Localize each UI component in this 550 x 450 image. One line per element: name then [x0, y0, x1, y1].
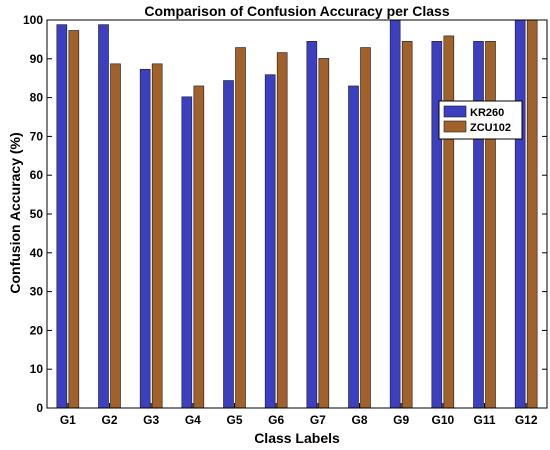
bar-zcu102-g5 — [235, 47, 246, 409]
chart-title: Comparison of Confusion Accuracy per Cla… — [144, 3, 449, 19]
bar-kr260-g11 — [473, 41, 484, 409]
x-tick-label: G5 — [226, 413, 242, 427]
y-tick-label: 0 — [36, 401, 43, 415]
x-tick-label: G9 — [393, 413, 409, 427]
y-tick-label: 60 — [30, 168, 44, 182]
bar-kr260-g10 — [431, 41, 443, 409]
bar-zcu102-g1 — [68, 30, 80, 409]
y-tick-label: 90 — [30, 52, 44, 66]
x-tick-label: G8 — [351, 413, 367, 427]
bar-kr260-g12 — [514, 19, 526, 409]
y-ticks-group: 0 10 20 30 40 50 60 70 80 90 100 — [23, 13, 547, 415]
bar-zcu102-g9 — [401, 41, 413, 409]
x-tick-label: G4 — [185, 413, 201, 427]
legend-label-zcu102: ZCU102 — [470, 122, 511, 134]
x-tick-label: G6 — [268, 413, 284, 427]
y-tick-label: 70 — [30, 129, 44, 143]
x-tick-label: G7 — [310, 413, 326, 427]
bar-kr260-g7 — [306, 41, 318, 409]
bar-kr260-g9 — [389, 19, 401, 409]
bar-kr260-g3 — [139, 68, 151, 409]
bar-zcu102-g4 — [193, 85, 205, 409]
legend: KR260 ZCU102 — [438, 100, 523, 140]
y-tick-label: 80 — [30, 91, 44, 105]
y-tick-label: 50 — [30, 207, 44, 221]
x-tick-label: G1 — [60, 413, 76, 427]
bar-kr260-g8 — [348, 85, 359, 409]
bar-zcu102-g6 — [276, 52, 288, 409]
y-axis-label: Confusion Accuracy (%) — [7, 132, 23, 293]
x-axis-label: Class Labels — [254, 430, 340, 446]
x-tick-label: G12 — [515, 413, 538, 427]
bar-kr260-g6 — [264, 74, 276, 409]
x-ticks-group: G1 G2 G3 G4 G5 G6 G7 G8 G9 G10 G11 G12 — [60, 403, 538, 427]
bar-zcu102-g8 — [360, 47, 371, 409]
bar-kr260-g4 — [181, 96, 193, 409]
bar-kr260-g2 — [98, 24, 109, 409]
plot-frame — [46, 19, 548, 409]
y-tick-label: 10 — [30, 362, 44, 376]
bar-zcu102-g12 — [526, 19, 538, 409]
legend-swatch-zcu102 — [443, 120, 467, 133]
y-tick-label: 20 — [30, 323, 44, 337]
bar-zcu102-g10 — [443, 35, 455, 409]
y-tick-label: 40 — [30, 246, 44, 260]
bar-zcu102-g3 — [151, 63, 163, 409]
bar-kr260-g5 — [223, 80, 234, 409]
bar-zcu102-g7 — [318, 58, 330, 409]
x-tick-label: G10 — [431, 413, 454, 427]
x-tick-label: G11 — [473, 413, 495, 427]
x-tick-label: G3 — [143, 413, 159, 427]
x-tick-label: G2 — [101, 413, 117, 427]
y-tick-label: 30 — [30, 285, 44, 299]
bar-zcu102-g2 — [110, 63, 121, 409]
bar-kr260-g1 — [56, 24, 68, 409]
bars-group — [56, 19, 538, 409]
legend-swatch-kr260 — [443, 105, 467, 118]
legend-label-kr260: KR260 — [470, 107, 504, 119]
bar-zcu102-g11 — [485, 41, 496, 409]
y-tick-label: 100 — [23, 13, 43, 27]
